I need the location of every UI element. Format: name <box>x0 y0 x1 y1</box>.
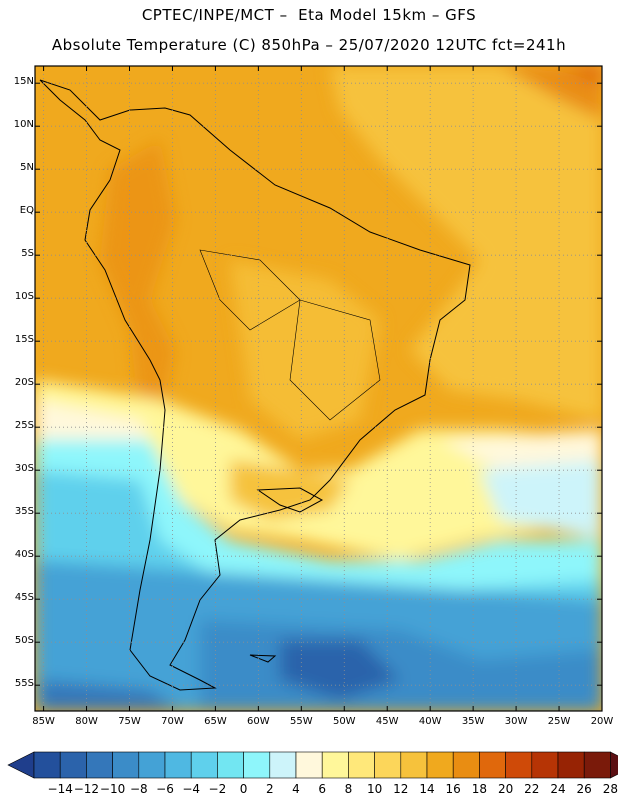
lon-label: 45W <box>375 716 399 727</box>
colorbar-swatch <box>59 751 87 779</box>
lat-label: 15S <box>14 334 34 346</box>
chart-title-line-1: CPTEC/INPE/MCT – Eta Model 15km – GFS <box>141 6 477 24</box>
colorbar-max-triangle <box>610 751 618 779</box>
lat-label: 25S <box>14 420 34 432</box>
lat-label: 5N <box>20 162 34 174</box>
lat-label: 55S <box>14 678 34 690</box>
coastline-outline <box>39 79 471 691</box>
colorbar-swatch <box>138 751 166 779</box>
colorbar <box>7 751 618 779</box>
colorbar-swatch <box>295 751 323 779</box>
lat-label: 20S <box>14 377 34 389</box>
colorbar-swatch <box>269 751 297 779</box>
lon-label: 25W <box>547 716 571 727</box>
colorbar-label: −6 <box>156 782 174 796</box>
colorbar-swatch <box>557 751 585 779</box>
lon-label: 50W <box>332 716 356 727</box>
colorbar-swatch <box>426 751 454 779</box>
colorbar-swatch <box>531 751 559 779</box>
colorbar-label: −10 <box>99 782 126 796</box>
axis-ticks <box>35 66 603 711</box>
colorbar-label: 22 <box>524 782 540 796</box>
lat-label: 10S <box>14 291 34 303</box>
lon-label: 70W <box>161 716 184 727</box>
colorbar-swatch <box>190 751 218 779</box>
colorbar-label: 0 <box>239 782 248 796</box>
colorbar-swatch <box>400 751 428 779</box>
lat-label: EQ <box>19 205 34 217</box>
colorbar-label: 2 <box>265 782 274 796</box>
colorbar-label: −4 <box>182 782 201 796</box>
colorbar-label: −12 <box>73 782 100 796</box>
lat-label: 45S <box>14 592 34 604</box>
temperature-field <box>35 66 602 711</box>
colorbar-label: 26 <box>576 782 592 796</box>
colorbar-label: 6 <box>318 782 326 796</box>
lon-label: 20W <box>590 716 614 727</box>
colorbar-swatch <box>33 751 61 779</box>
lat-label: 35S <box>14 506 34 518</box>
lon-label: 35W <box>461 716 485 727</box>
lat-label: 40S <box>14 549 34 561</box>
lat-label: 5S <box>21 248 34 260</box>
colorbar-swatch <box>348 751 375 779</box>
colorbar-label: 28 <box>602 782 618 796</box>
colorbar-label: 8 <box>344 782 353 796</box>
colorbar-swatch <box>583 751 611 779</box>
colorbar-swatch <box>479 751 506 779</box>
gridlines <box>35 66 603 711</box>
colorbar-label: 18 <box>471 782 488 796</box>
colorbar-min-triangle <box>7 751 35 779</box>
colorbar-swatch <box>505 751 533 779</box>
lon-label: 55W <box>290 716 313 727</box>
colorbar-swatch <box>112 751 140 779</box>
colorbar-swatch <box>217 751 244 779</box>
colorbar-label: 10 <box>366 782 383 796</box>
colorbar-swatch <box>243 751 271 779</box>
colorbar-label: −14 <box>47 782 73 796</box>
colorbar-label: 12 <box>393 782 409 796</box>
lon-label: 80W <box>75 716 98 727</box>
lon-label: 85W <box>32 716 55 727</box>
colorbar-swatch <box>452 751 480 779</box>
colorbar-label: 4 <box>292 782 300 796</box>
colorbar-label: −2 <box>208 782 227 796</box>
lon-label: 60W <box>247 716 270 727</box>
colorbar-label: 14 <box>419 782 435 796</box>
lon-label: 40W <box>418 716 442 727</box>
map-frame <box>34 65 603 712</box>
colorbar-label: 24 <box>550 782 566 796</box>
lon-label: 65W <box>204 716 227 727</box>
colorbar-label: 16 <box>445 782 461 796</box>
lat-label: 10N <box>13 119 34 131</box>
chart-title-line-2: Absolute Temperature (C) 850hPa – 25/07/… <box>51 36 567 54</box>
colorbar-swatch <box>321 751 349 779</box>
colorbar-swatch <box>164 751 192 779</box>
colorbar-label: 20 <box>497 782 514 796</box>
lon-label: 30W <box>504 716 528 727</box>
colorbar-swatch <box>374 751 402 779</box>
lon-label: 75W <box>118 716 141 727</box>
colorbar-swatch <box>86 751 113 779</box>
colorbar-label: −8 <box>129 782 148 796</box>
lat-label: 30S <box>14 463 34 475</box>
lat-label: 15N <box>13 76 34 88</box>
lat-label: 50S <box>14 635 34 647</box>
